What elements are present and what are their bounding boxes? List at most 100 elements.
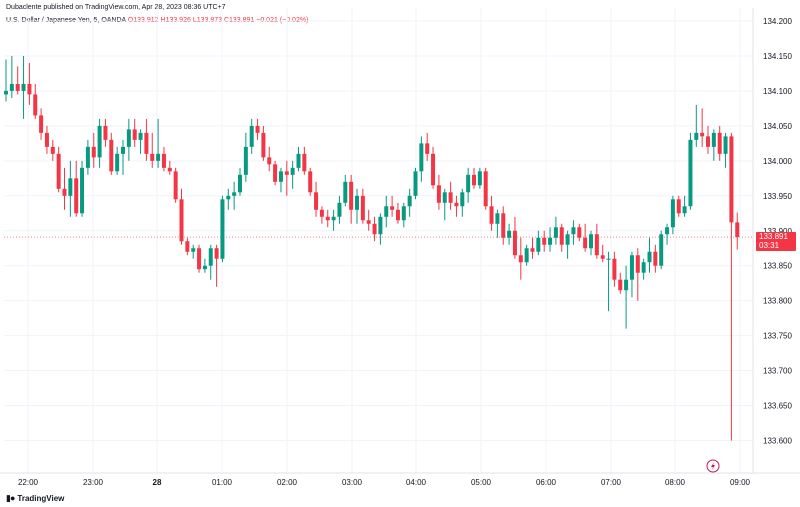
candle-body: [489, 206, 494, 224]
candle: [530, 237, 535, 259]
candle-body: [302, 153, 307, 172]
candle-body: [711, 132, 716, 147]
candle: [138, 129, 143, 154]
candle-body: [729, 136, 734, 223]
candle: [577, 223, 582, 242]
candle-body: [425, 143, 430, 154]
candle: [460, 188, 465, 217]
candle: [33, 83, 38, 119]
candle-body: [495, 213, 500, 224]
candle: [226, 188, 231, 210]
candle: [600, 244, 605, 263]
candle-body: [670, 199, 675, 228]
candle: [290, 160, 295, 189]
candle: [612, 251, 617, 287]
candle-body: [290, 167, 295, 175]
candle-body: [238, 174, 242, 193]
candle-body: [378, 216, 383, 235]
candle-body: [33, 94, 38, 116]
candle: [337, 195, 342, 224]
candle-body: [56, 153, 61, 189]
grid: [4, 8, 753, 473]
candle-body: [144, 132, 149, 154]
candle: [267, 146, 272, 172]
y-tick-label: 134.000: [763, 157, 792, 166]
candle: [676, 195, 681, 217]
candle: [688, 132, 693, 210]
candle-body: [255, 125, 260, 133]
candle: [349, 174, 354, 224]
candle-body: [91, 146, 96, 158]
x-tick-label: 22:00: [18, 478, 39, 487]
candle-body: [74, 178, 79, 214]
badge-price: 133.891: [759, 232, 788, 241]
candle: [15, 66, 20, 95]
candle: [68, 160, 73, 217]
price-axis-ticks: 134.200 134.150 134.100 134.050 134.000 133.9…: [763, 17, 792, 446]
price-badge: 133.891 03:31: [756, 232, 796, 252]
candle-body: [700, 132, 705, 137]
candle-body: [197, 248, 202, 270]
x-tick-label: 01:00: [212, 478, 233, 487]
candle-body: [9, 83, 14, 91]
x-tick-label: 03:00: [342, 478, 363, 487]
candles: [4, 55, 740, 441]
candle-body: [44, 132, 49, 147]
y-tick-label: 133.600: [763, 437, 792, 446]
candle-body: [413, 171, 418, 196]
flash-icon[interactable]: [706, 459, 720, 473]
tradingview-logo[interactable]: ▮● TradingView: [6, 493, 64, 504]
candle-body: [349, 181, 354, 210]
candle-body: [331, 216, 336, 221]
candle: [413, 167, 418, 200]
candle-body: [138, 132, 143, 140]
candle-body: [735, 222, 740, 238]
candle-body: [589, 234, 593, 249]
candle-body: [653, 251, 658, 266]
candle-body: [232, 192, 237, 196]
candle: [56, 146, 61, 193]
candle: [401, 202, 406, 228]
candle: [565, 230, 570, 259]
candle-body: [39, 115, 44, 133]
candle-body: [483, 171, 488, 207]
candle: [325, 209, 330, 228]
candle-body: [167, 167, 172, 172]
y-tick-label: 134.200: [763, 17, 792, 26]
candle-body: [542, 237, 547, 245]
candle-body: [466, 174, 471, 193]
candle: [583, 223, 588, 252]
candle-body: [448, 192, 453, 203]
candle-body: [296, 153, 301, 168]
candle: [425, 132, 430, 161]
x-tick-label: 09:00: [730, 478, 751, 487]
candle-body: [390, 206, 395, 210]
candle: [197, 244, 202, 273]
candle: [384, 195, 389, 228]
candle: [706, 125, 710, 154]
candle-body: [50, 146, 55, 154]
candle: [208, 244, 213, 280]
candle: [659, 230, 664, 270]
candle: [150, 132, 155, 168]
candle: [44, 125, 49, 154]
x-tick-label: 06:00: [536, 478, 557, 487]
candle: [4, 59, 8, 102]
candle: [27, 62, 32, 105]
candle-body: [460, 192, 465, 207]
candle-body: [676, 199, 681, 214]
candle: [179, 188, 184, 245]
candle: [21, 55, 26, 119]
candle: [103, 118, 108, 147]
candle: [39, 108, 44, 140]
candle-body: [132, 129, 137, 140]
candle-body: [401, 206, 406, 221]
candle: [109, 132, 114, 175]
candle-body: [62, 188, 67, 196]
candle-body: [717, 132, 722, 154]
candle-body: [202, 265, 207, 270]
candle: [202, 258, 207, 273]
candle: [723, 132, 728, 168]
candle-body: [121, 146, 125, 154]
